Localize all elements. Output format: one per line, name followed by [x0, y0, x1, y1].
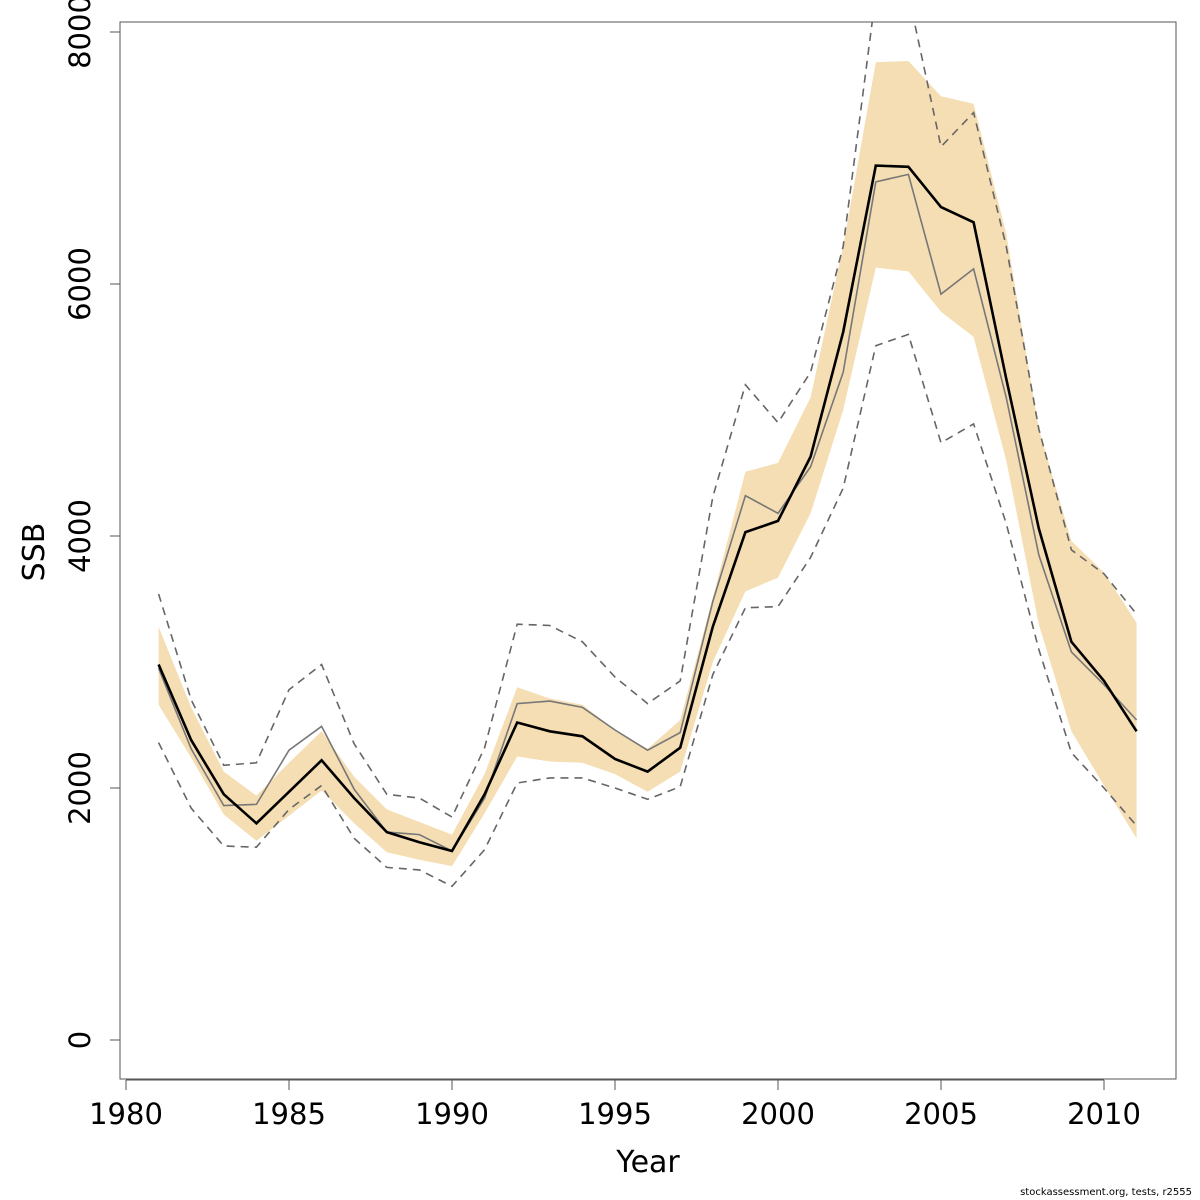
y-tick-label: 4000: [63, 499, 97, 573]
plot-frame: [119, 21, 1177, 1080]
x-axis: 1980 1985 1990 1995 2000 2005 2010: [89, 1079, 1141, 1131]
x-tick-label: 1990: [415, 1097, 489, 1131]
confidence-band: [158, 61, 1137, 867]
x-tick-label: 2000: [741, 1097, 815, 1131]
x-tick-label: 1980: [89, 1097, 163, 1131]
footnote: stockassessment.org, tests, r2555: [1020, 1187, 1192, 1198]
ssb-estimate-line: [157, 164, 1138, 853]
y-tick-label: 6000: [63, 247, 97, 321]
dashed-lower-line: [157, 333, 1138, 888]
x-tick-label: 2010: [1067, 1097, 1141, 1131]
x-axis-label: Year: [615, 1145, 680, 1180]
x-tick-label: 1985: [252, 1097, 326, 1131]
y-tick-label: 0: [63, 1031, 97, 1049]
grey-estimate-line: [157, 173, 1138, 853]
dashed-upper-line: [157, 22, 1138, 819]
y-tick-label: 8000: [63, 0, 97, 69]
y-axis-label: SSB: [17, 523, 52, 582]
y-tick-label: 2000: [63, 751, 97, 825]
x-tick-label: 1995: [578, 1097, 652, 1131]
x-tick-label: 2005: [904, 1097, 978, 1131]
y-axis: 0 2000 4000 6000 8000: [63, 0, 121, 1049]
